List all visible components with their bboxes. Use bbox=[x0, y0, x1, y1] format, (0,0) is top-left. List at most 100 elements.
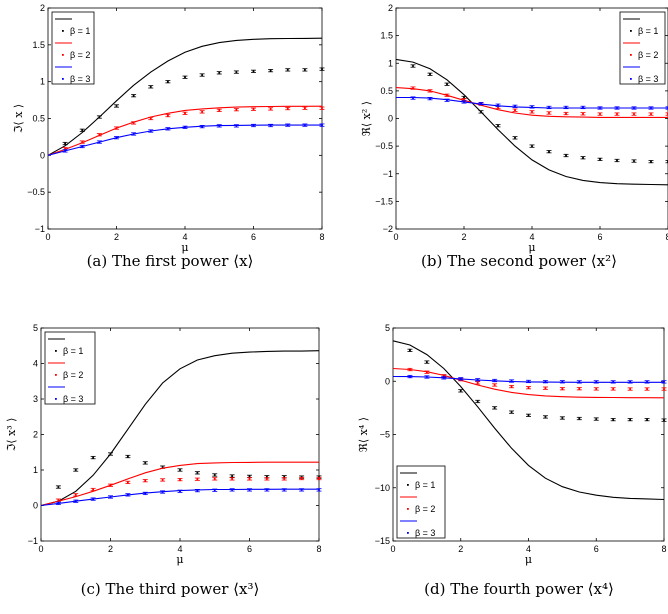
y-tick-label: 1.5 bbox=[32, 40, 45, 50]
data-point bbox=[650, 107, 652, 109]
panel-caption: (c) The third power ⟨x³⟩ bbox=[81, 580, 260, 598]
data-point bbox=[629, 388, 632, 390]
data-point bbox=[633, 160, 635, 162]
data-point bbox=[429, 73, 431, 76]
series-line bbox=[392, 367, 665, 399]
legend-label: β = 3 bbox=[70, 74, 90, 84]
data-point bbox=[126, 455, 129, 458]
data-point bbox=[425, 371, 428, 374]
data-point bbox=[429, 97, 431, 100]
y-tick-label: 1 bbox=[40, 77, 45, 87]
data-point bbox=[252, 108, 255, 111]
data-point bbox=[629, 418, 632, 421]
data-point bbox=[144, 462, 147, 464]
data-point bbox=[201, 125, 204, 128]
data-point bbox=[201, 74, 204, 76]
data-point bbox=[633, 113, 635, 115]
data-point bbox=[412, 97, 414, 99]
data-point bbox=[544, 387, 547, 390]
y-tick-label: −15 bbox=[375, 536, 390, 546]
data-point bbox=[633, 107, 635, 109]
data-point bbox=[442, 376, 445, 379]
data-point bbox=[595, 380, 598, 383]
data-point bbox=[321, 68, 323, 71]
data-point bbox=[115, 105, 118, 107]
legend-label: β = 2 bbox=[63, 370, 83, 380]
data-point bbox=[480, 102, 482, 105]
data-point bbox=[126, 493, 129, 496]
data-point bbox=[578, 417, 581, 420]
data-point bbox=[531, 110, 533, 113]
y-tick-label: −0.5 bbox=[27, 187, 45, 197]
data-point bbox=[510, 385, 513, 388]
data-point bbox=[612, 388, 615, 390]
y-axis-label: ℑ⟨ x ⟩ bbox=[12, 104, 25, 133]
x-axis-label: μ bbox=[181, 241, 188, 254]
data-point bbox=[463, 96, 465, 99]
x-axis-label: μ bbox=[528, 241, 535, 254]
y-tick-label: 3 bbox=[33, 394, 38, 404]
data-point bbox=[514, 109, 516, 112]
legend-box bbox=[44, 331, 96, 405]
data-point bbox=[81, 145, 84, 148]
data-point bbox=[235, 124, 238, 127]
x-tick-label: 2 bbox=[461, 232, 466, 242]
data-point bbox=[429, 89, 431, 92]
data-point bbox=[98, 116, 101, 118]
data-point bbox=[446, 99, 448, 102]
legend-label: β = 1 bbox=[638, 26, 658, 36]
data-point bbox=[166, 114, 169, 117]
data-point bbox=[318, 488, 320, 491]
data-point bbox=[629, 380, 632, 383]
series-line bbox=[40, 461, 319, 507]
data-point bbox=[265, 477, 268, 480]
data-point bbox=[269, 108, 272, 110]
data-point bbox=[109, 496, 112, 498]
data-point bbox=[231, 488, 234, 491]
data-point bbox=[476, 400, 479, 403]
data-point bbox=[459, 377, 462, 380]
data-point bbox=[184, 112, 186, 115]
data-point bbox=[646, 380, 648, 383]
legend-marker bbox=[407, 484, 409, 486]
y-tick-label: 1 bbox=[388, 58, 393, 68]
y-tick-label: −10 bbox=[375, 483, 390, 493]
data-point bbox=[412, 87, 414, 90]
y-tick-label: 0 bbox=[40, 150, 45, 160]
data-point bbox=[442, 375, 445, 377]
legend-label: β = 3 bbox=[638, 74, 658, 84]
data-point bbox=[527, 386, 530, 389]
y-axis-label: ℜ⟨ x² ⟩ bbox=[360, 101, 373, 136]
data-point bbox=[144, 492, 147, 495]
data-point bbox=[595, 418, 598, 420]
data-point bbox=[213, 474, 216, 476]
legend-box bbox=[619, 11, 666, 85]
data-point bbox=[409, 349, 411, 352]
data-point bbox=[213, 489, 216, 492]
y-tick-label: 5 bbox=[33, 323, 38, 333]
data-point bbox=[497, 124, 499, 127]
data-point bbox=[92, 488, 95, 491]
data-point bbox=[548, 106, 550, 109]
data-point bbox=[283, 477, 286, 480]
data-point bbox=[561, 380, 564, 383]
data-point bbox=[92, 456, 95, 459]
y-tick-label: 5 bbox=[385, 323, 390, 333]
data-point bbox=[196, 471, 199, 474]
data-point bbox=[98, 141, 101, 143]
data-point bbox=[612, 418, 615, 421]
data-point bbox=[463, 98, 465, 101]
data-point bbox=[303, 107, 306, 110]
legend-label: β = 2 bbox=[415, 504, 435, 514]
data-point bbox=[446, 83, 448, 86]
legend-marker bbox=[630, 78, 632, 80]
data-point bbox=[57, 486, 60, 488]
data-point bbox=[321, 124, 323, 127]
data-point bbox=[252, 124, 255, 127]
data-point bbox=[213, 477, 216, 480]
data-point bbox=[544, 380, 547, 383]
y-tick-label: 2 bbox=[40, 3, 45, 13]
x-tick-label: 8 bbox=[661, 544, 666, 554]
